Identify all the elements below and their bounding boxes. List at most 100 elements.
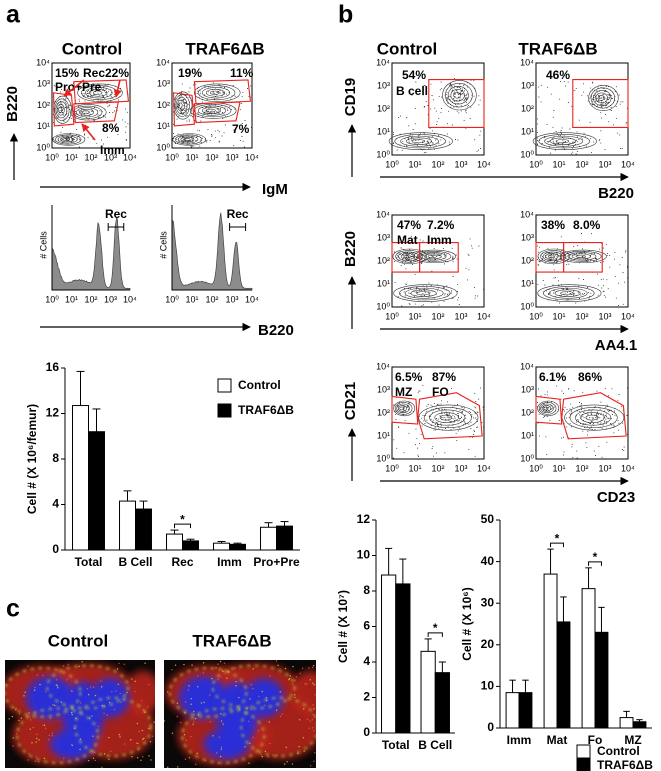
contour [593, 90, 612, 106]
contour [532, 132, 597, 150]
gate [73, 101, 119, 124]
contour [424, 253, 442, 260]
speckle [89, 686, 92, 688]
y-axis-label: Cell # (X 10⁶/femur) [25, 404, 39, 514]
gate-label: MZ [395, 385, 412, 399]
speckle [312, 729, 315, 732]
gate-arrow [113, 79, 122, 98]
gate-label: 7.2% [427, 218, 455, 232]
speckle [49, 717, 52, 720]
bar [581, 588, 596, 729]
speckle [28, 712, 30, 714]
speckle [106, 714, 108, 716]
speckle [153, 721, 155, 723]
speckle [248, 762, 250, 764]
speckle [249, 742, 251, 744]
x-tick-label: Mat [547, 733, 568, 747]
bar [213, 542, 231, 551]
contour [564, 404, 625, 431]
x-tick-label: Total [75, 555, 103, 569]
x-tick-label: 10¹ [408, 159, 421, 169]
x-tick-label: 10¹ [65, 294, 78, 304]
speckle [250, 708, 252, 711]
speckle [15, 708, 17, 711]
contour [55, 101, 68, 119]
contour [444, 83, 473, 108]
contour [420, 252, 447, 261]
speckle [57, 687, 59, 689]
contour [569, 407, 618, 429]
bar [260, 526, 277, 551]
contour [543, 286, 595, 301]
contour [62, 138, 70, 141]
speckle [44, 727, 47, 729]
speckle [260, 754, 262, 756]
speckle [311, 719, 314, 721]
contour [205, 88, 225, 97]
speckle [244, 746, 246, 748]
gate-label: 19% [178, 66, 202, 80]
speckle [209, 721, 212, 723]
contour [548, 287, 588, 299]
y-tick-label: 10⁴ [376, 209, 390, 219]
speckle [314, 694, 316, 696]
contour [197, 85, 236, 101]
speckle [111, 691, 113, 693]
column-title: Control [62, 39, 122, 58]
speckle [217, 762, 219, 764]
speckle [55, 684, 58, 686]
speckle [136, 757, 139, 759]
speckle [219, 660, 222, 663]
speckle [5, 684, 8, 686]
contour [590, 87, 615, 109]
contour [585, 414, 599, 421]
speckle [36, 737, 38, 740]
histogram [171, 212, 253, 291]
contour [555, 139, 570, 144]
speckle [226, 677, 228, 679]
bar [518, 692, 533, 729]
hist-gate-label: Rec [227, 207, 249, 221]
speckle [190, 703, 192, 705]
x-tick-label: 10² [84, 152, 97, 162]
speckle [11, 715, 14, 718]
y-tick-label: 10⁰ [376, 453, 390, 463]
speckle [101, 704, 103, 707]
y-tick-label: 10³ [521, 80, 534, 90]
contour [177, 99, 185, 112]
speckle [252, 736, 254, 739]
speckle [289, 675, 292, 677]
speckle [43, 724, 46, 726]
x-tick-label: 10³ [598, 311, 611, 321]
blue-stain [26, 676, 74, 720]
red-stain [125, 670, 155, 714]
speckle [183, 734, 186, 736]
speckle [184, 712, 186, 714]
speckle [148, 683, 150, 686]
speckle [18, 713, 21, 715]
speckle [138, 730, 140, 733]
contour [58, 106, 63, 113]
contour [423, 407, 472, 429]
x-tick-label: MZ [624, 733, 641, 747]
speckle [63, 757, 65, 760]
y-tick-label: 30 [481, 595, 495, 609]
bar [88, 431, 105, 551]
speckle [200, 702, 203, 704]
speckle [192, 723, 194, 725]
speckle [308, 727, 310, 730]
y-tick-label: 10² [377, 255, 390, 265]
blue-stain [50, 729, 95, 760]
speckle [171, 668, 173, 671]
speckle [197, 714, 200, 716]
speckle [137, 748, 140, 751]
speckle [188, 685, 190, 687]
contour [410, 289, 437, 297]
speckle [120, 701, 122, 703]
contour [205, 108, 216, 113]
speckle [33, 689, 36, 691]
contour [393, 400, 416, 417]
y-axis-label: Cell # (X 10⁶) [460, 587, 474, 661]
speckle [108, 701, 111, 704]
x-tick-label: 10⁴ [123, 294, 137, 304]
